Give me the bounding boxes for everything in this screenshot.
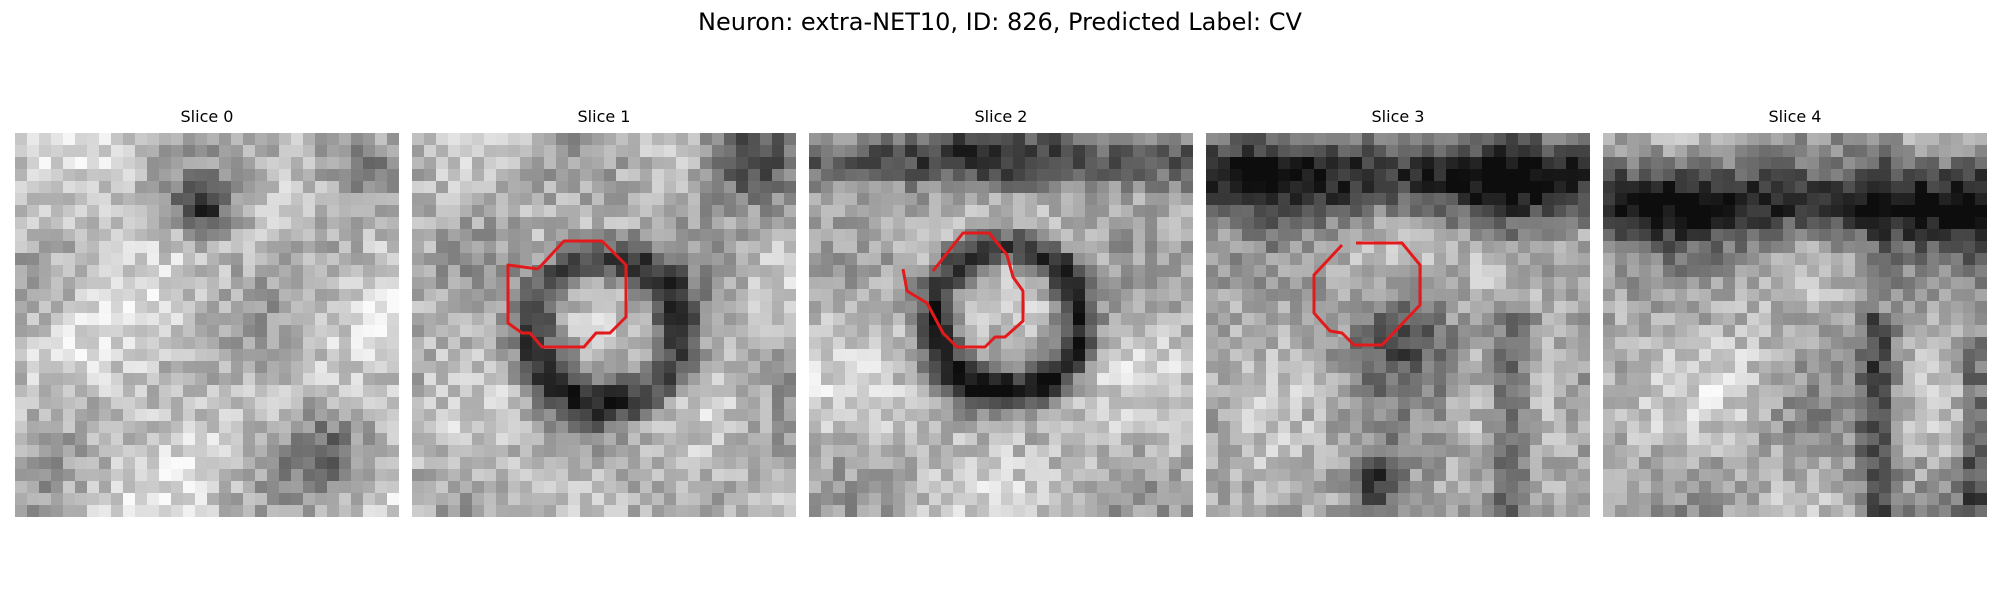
slice-panel: Slice 4 <box>1603 106 1987 517</box>
slice-title: Slice 4 <box>1768 107 1822 126</box>
segmentation-outline <box>901 231 1025 349</box>
slice-image <box>1206 133 1590 517</box>
slice-panel: Slice 1 <box>412 106 796 517</box>
slice-title: Slice 2 <box>974 107 1028 126</box>
slice-image <box>412 133 796 517</box>
segmentation-outline <box>1312 241 1422 347</box>
figure-title: Neuron: extra-NET10, ID: 826, Predicted … <box>698 8 1302 36</box>
segmentation-outline <box>506 239 628 349</box>
slice-title: Slice 0 <box>180 107 234 126</box>
slice-title: Slice 3 <box>1371 107 1425 126</box>
slice-panel: Slice 2 <box>809 106 1193 517</box>
slice-image <box>15 133 399 517</box>
slice-title: Slice 1 <box>577 107 631 126</box>
slice-panel: Slice 0 <box>15 106 399 517</box>
slice-panel: Slice 3 <box>1206 106 1590 517</box>
slice-image <box>809 133 1193 517</box>
slice-image <box>1603 133 1987 517</box>
